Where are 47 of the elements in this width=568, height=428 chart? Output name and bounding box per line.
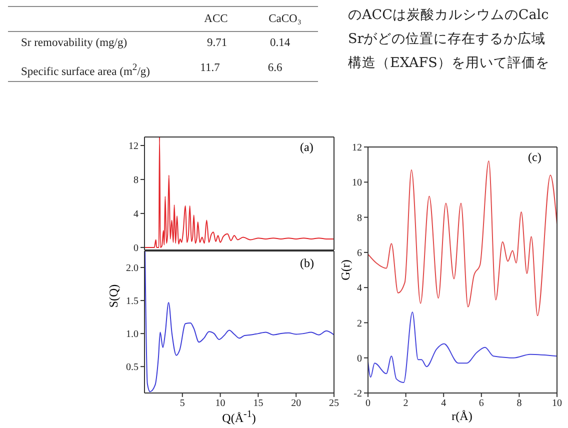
x-tick-label: 8 [516, 398, 522, 410]
x-axis-title: Q(Å$^{-1}$) [222, 409, 256, 426]
x-tick-label: 10 [552, 398, 562, 410]
y-tick-label: -2 [354, 388, 362, 400]
text: ACC [204, 13, 228, 25]
y-axis-title: G(r) [338, 260, 354, 280]
x-tick-label: 0 [366, 398, 370, 410]
text: 構造（EXAFS）を用いて評価を [348, 54, 550, 72]
x-tick-label: 20 [291, 398, 302, 410]
y-tick-label: 8 [357, 212, 362, 224]
y-axis-title: S(Q) [106, 284, 122, 308]
x-tick-label: 4 [441, 398, 446, 410]
x-tick-label: 5 [180, 398, 185, 410]
x-tick-label: 2 [403, 398, 408, 410]
text: Sr removability (mg/g) [21, 37, 128, 49]
x-axis-title: r(Å) [452, 409, 472, 424]
y-tick-label: 6 [357, 248, 362, 259]
text: 6.6 [268, 62, 282, 74]
line-series [368, 312, 557, 383]
text: 9.71 [206, 37, 228, 49]
x-tick-label: 6 [478, 398, 484, 410]
y-tick-label: 2 [357, 318, 362, 330]
y-tick-label: 12 [352, 142, 362, 154]
y-tick-label: 10 [352, 178, 362, 189]
y-tick-label: 1.0 [126, 329, 138, 340]
y-tick-label: 12 [128, 141, 138, 152]
text: Srがどの位置に存在するか広域 [348, 30, 546, 48]
x-tick-label: 15 [253, 398, 264, 410]
y-tick-label: 1.5 [126, 296, 138, 308]
annotation: (a) [300, 140, 314, 155]
y-tick-label: 4 [134, 209, 138, 220]
y-tick-label: 4 [357, 283, 362, 294]
text: のACCは炭酸カルシウムのCalc [348, 6, 549, 24]
y-tick-label: 0 [134, 243, 138, 254]
text: CaCO₃ [268, 13, 302, 25]
annotation: (c) [528, 150, 542, 165]
text: Specific surface area (m$^{2}$/g) [21, 62, 150, 78]
y-tick-label: 0.5 [126, 362, 138, 374]
line-series [144, 137, 334, 248]
text: 0.14 [270, 37, 290, 49]
y-tick-label: 2.0 [126, 263, 138, 274]
y-tick-label: 8 [134, 175, 138, 186]
x-tick-label: 25 [329, 398, 339, 410]
annotation: (b) [300, 256, 314, 271]
y-tick-label: 0 [357, 353, 362, 364]
x-tick-label: 10 [215, 398, 226, 410]
text: 11.7 [200, 62, 220, 74]
